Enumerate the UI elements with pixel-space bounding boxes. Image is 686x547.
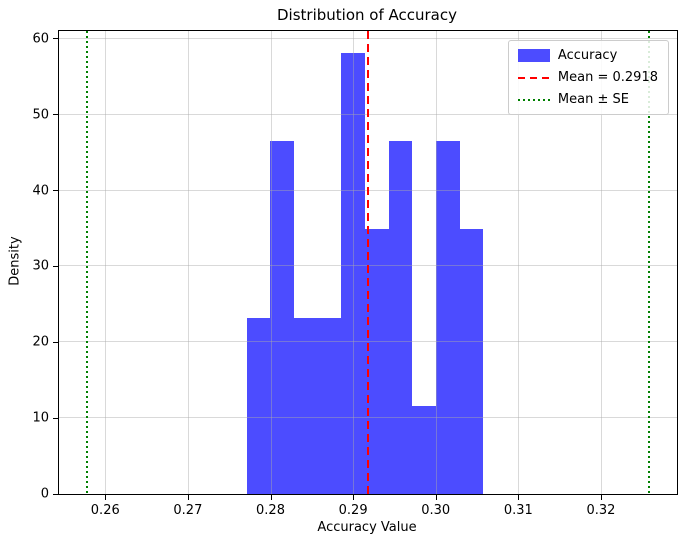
accuracy-patch-swatch [517,49,550,62]
vertical-gridline [187,31,189,494]
vertical-gridline [518,31,520,494]
y-tick-mark [53,38,58,40]
x-tick-mark [187,495,189,500]
histogram-bar [293,317,318,494]
y-tick-mark [53,114,58,116]
vertical-gridline [435,31,437,494]
plot-area: 0.26 0.27 0.28 0.29 0.30 0.31 0.32 0 10 20 30 40 50 6… [32,30,678,518]
legend-item-accuracy: Accuracy [517,48,658,63]
x-tick-mark [435,495,437,500]
histogram-bar [246,317,271,494]
y-tick-label: 50 [32,107,49,123]
mean-dashed-line-swatch [517,76,550,79]
chart-title: Distribution of Accuracy [277,6,457,24]
histogram-bar [459,229,484,494]
x-tick-mark [518,495,520,500]
histogram-bar [317,317,342,494]
y-tick-label: 20 [32,334,49,350]
y-tick-mark [53,265,58,267]
histogram-bar [435,141,460,494]
legend-label: Mean = 0.2918 [557,70,658,85]
histogram-bar [341,53,365,494]
y-tick-label: 30 [32,258,49,274]
x-tick-label: 0.32 [586,503,616,518]
y-tick-mark [53,493,58,495]
histogram-bar [364,229,389,494]
y-tick-mark [53,341,58,343]
histogram-bar [412,405,436,494]
y-tick-label: 0 [40,486,49,502]
mean-line [367,31,369,494]
y-tick-label: 40 [32,183,49,199]
x-tick-label: 0.26 [90,503,120,518]
x-tick-label: 0.31 [503,503,533,518]
histogram-bar [388,141,413,494]
y-tick-mark [53,417,58,419]
x-tick-label: 0.27 [173,503,203,518]
se-dotted-line-swatch [517,98,550,101]
mean-plus-se-line [647,31,650,494]
x-axis-label: Accuracy Value [317,520,417,535]
y-axis-label: Density [7,236,23,286]
vertical-gridline [353,31,355,494]
y-tick-mark [53,190,58,192]
x-tick-label: 0.28 [256,503,285,518]
vertical-gridline [270,31,272,494]
legend-label: Accuracy [557,48,618,63]
x-tick-label: 0.29 [338,503,368,518]
vertical-gridline [105,31,107,494]
legend-label: Mean ± SE [557,92,629,107]
legend-item-mean: Mean = 0.2918 [517,70,658,85]
vertical-gridline [600,31,602,494]
mean-minus-se-line [86,31,89,494]
x-tick-mark [600,495,602,500]
x-tick-mark [270,495,272,500]
legend-item-mean-se: Mean ± SE [517,92,658,107]
histogram-bar [270,141,294,494]
y-tick-label: 60 [32,31,49,47]
x-tick-label: 0.30 [421,503,451,518]
x-tick-mark [353,495,355,500]
x-tick-mark [105,495,107,500]
legend: Accuracy Mean = 0.2918 Mean ± SE [507,40,669,115]
y-tick-label: 10 [32,410,49,426]
